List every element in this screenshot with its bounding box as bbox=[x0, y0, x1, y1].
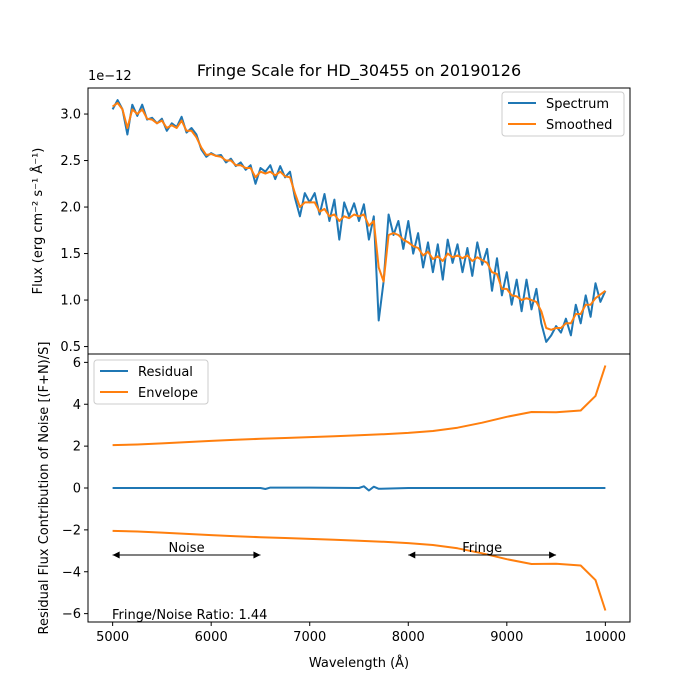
series-line-smoothed bbox=[112, 101, 606, 331]
top-legend: Spectrum Smoothed bbox=[501, 91, 625, 137]
top-panel: 0.5 1.0 1.5 2.0 2.5 3.0 Fringe Scale for HD_3… bbox=[30, 61, 631, 355]
bottom-y-axis-label: Residual Flux Contribution of Noise [(F+… bbox=[37, 342, 52, 635]
annotation-label-fringe: Fringe bbox=[462, 541, 502, 556]
top-y-tick-label: 2.0 bbox=[60, 201, 81, 216]
bottom-series-group bbox=[112, 365, 607, 611]
bottom-y-tick-label: 4 bbox=[73, 398, 81, 413]
bottom-annotations: Noise Fringe bbox=[112, 541, 557, 559]
chart-title: Fringe Scale for HD_30455 on 20190126 bbox=[197, 61, 521, 81]
top-y-tick-label: 1.0 bbox=[60, 294, 81, 309]
top-y-tick-label: 3.0 bbox=[60, 108, 81, 123]
bottom-y-ticks: −6 −4 −2 0 2 4 6 bbox=[62, 356, 88, 622]
bottom-y-tick-label: −6 bbox=[62, 607, 81, 622]
legend-label-envelope: Envelope bbox=[138, 386, 198, 401]
annotation-label-noise: Noise bbox=[169, 541, 205, 556]
annotation-arrowhead-left-fringe bbox=[408, 551, 416, 559]
annotation-arrowhead-left-noise bbox=[112, 551, 120, 559]
bottom-y-tick-label: 6 bbox=[73, 356, 81, 371]
series-line-spectrum bbox=[111, 99, 607, 343]
x-tick-label: 9000 bbox=[490, 630, 523, 645]
bottom-legend: Residual Envelope bbox=[93, 359, 209, 405]
bottom-y-tick-label: −2 bbox=[62, 523, 81, 538]
annotation-arrowhead-right-noise bbox=[253, 551, 261, 559]
x-tick-label: 5000 bbox=[96, 630, 129, 645]
x-tick-label: 6000 bbox=[195, 630, 228, 645]
x-axis-label: Wavelength (Å) bbox=[309, 655, 409, 671]
legend-label-residual: Residual bbox=[138, 365, 193, 380]
x-tick-label: 10000 bbox=[585, 630, 626, 645]
series-line-envelope-lower bbox=[112, 529, 607, 611]
series-line-envelope-upper bbox=[112, 365, 607, 447]
x-tick-label: 8000 bbox=[392, 630, 425, 645]
series-line-residual bbox=[112, 485, 606, 492]
top-series-group bbox=[111, 99, 607, 343]
legend-label-smoothed: Smoothed bbox=[546, 118, 612, 133]
legend-label-spectrum: Spectrum bbox=[546, 97, 609, 112]
bottom-y-tick-label: −4 bbox=[62, 565, 81, 580]
bottom-panel: Noise Fringe −6 −4 −2 0 2 4 6 5000 6000 7000 8000 9… bbox=[37, 342, 631, 671]
top-y-tick-label: 0.5 bbox=[60, 340, 81, 355]
bottom-y-tick-label: 2 bbox=[73, 440, 81, 455]
bottom-x-ticks: 5000 6000 7000 8000 9000 10000 bbox=[96, 622, 626, 645]
bottom-y-tick-label: 0 bbox=[73, 482, 81, 497]
x-tick-label: 7000 bbox=[293, 630, 326, 645]
top-y-tick-label: 1.5 bbox=[60, 247, 81, 262]
top-y-axis-label: Flux (erg cm⁻² s⁻¹ Å⁻¹) bbox=[30, 148, 46, 295]
ratio-text: Fringe/Noise Ratio: 1.44 bbox=[112, 608, 267, 623]
top-offset-label: 1e−12 bbox=[88, 69, 132, 84]
annotation-arrowhead-right-fringe bbox=[549, 551, 557, 559]
top-y-ticks: 0.5 1.0 1.5 2.0 2.5 3.0 bbox=[60, 108, 88, 355]
top-y-tick-label: 2.5 bbox=[60, 154, 81, 169]
